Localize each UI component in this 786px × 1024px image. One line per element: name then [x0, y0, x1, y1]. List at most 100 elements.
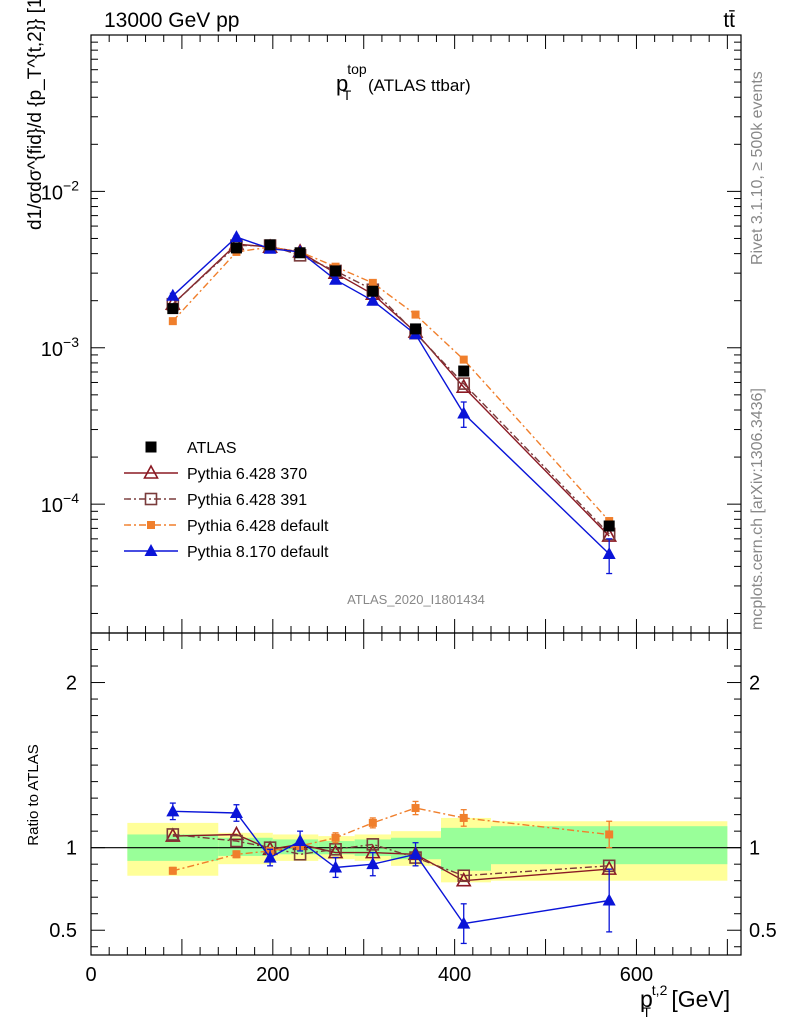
- x-tick-label: 0: [85, 964, 96, 986]
- rivet-version-label: Rivet 3.1.10, ≥ 500k events: [749, 71, 766, 265]
- tick-mantissa: 10: [41, 339, 63, 361]
- main-y-tick-label: 10−4: [41, 490, 79, 517]
- ratio-panel-bands: [91, 817, 741, 883]
- tick-exponent: −3: [63, 334, 79, 350]
- ratio-frame: [90, 632, 742, 956]
- xlabel-base: p: [640, 986, 653, 1012]
- ratio-series-2-point: [232, 850, 241, 859]
- main-series-3-point: [411, 310, 420, 319]
- main-panel-series: [164, 230, 618, 575]
- main-series-4-point: [457, 406, 471, 419]
- main-series-0-point: [367, 285, 379, 297]
- mcplots-label: mcplots.cern.ch [arXiv:1306.3436]: [749, 388, 766, 630]
- x-tick-label: 400: [438, 964, 471, 986]
- main-y-axis-label: d1/σdσ^{fid}/d {p_T^{t,2}} [1/GeV]: [25, 0, 46, 230]
- ratio-y-tick-label-right: 0.5: [749, 920, 777, 942]
- title-suffix: (ATLAS ttbar): [363, 76, 470, 95]
- legend-marker: [144, 492, 158, 506]
- main-series-0-point: [294, 247, 306, 259]
- legend-label: ATLAS: [187, 440, 237, 457]
- ratio-series-2-point: [331, 833, 340, 842]
- legend-label: Pythia 6.428 391: [187, 492, 307, 509]
- ratio-y-tick-label-right: 1: [749, 838, 760, 860]
- ratio-series-3-point: [366, 857, 380, 870]
- title-sub: T: [343, 87, 352, 103]
- process-label: tt̄: [723, 9, 735, 32]
- ratio-series-2: [168, 800, 614, 875]
- title-base: p: [336, 71, 348, 96]
- legend-marker: [145, 441, 157, 453]
- ratio-y-tick-label-right: 2: [749, 673, 760, 695]
- main-series-3-point: [459, 355, 468, 364]
- legend-item-2: Pythia 6.428 391: [124, 492, 307, 509]
- ratio-series-1-point: [230, 834, 243, 848]
- ratio-series-1-point: [329, 843, 342, 856]
- main-series-0-point: [264, 239, 276, 251]
- ratio-series-3-point: [409, 847, 423, 860]
- analysis-id: ATLAS_2020_I1801434: [347, 592, 485, 607]
- legend-label: Pythia 6.428 370: [187, 466, 307, 483]
- ratio-series-2-point: [411, 804, 420, 813]
- main-series-0-point: [410, 323, 422, 335]
- ratio-series-3: [166, 802, 616, 945]
- legend-item-0: ATLAS: [145, 440, 237, 457]
- ratio-series-2-point: [605, 830, 614, 839]
- ratio-series-3-point: [229, 805, 243, 818]
- tick-exponent: −2: [63, 177, 79, 193]
- main-series-3-point: [368, 278, 377, 287]
- xlabel-sup: t,2: [652, 982, 668, 998]
- legend: ATLAS Pythia 6.428 370 Pythia 6.428 391 Pyt…: [124, 440, 329, 561]
- main-series-0: [167, 239, 615, 532]
- ratio-series-3-point: [329, 860, 343, 873]
- x-tick-label: 600: [620, 964, 653, 986]
- ratio-panel-series: [164, 800, 618, 945]
- main-series-0-point: [603, 520, 615, 532]
- ratio-series-0-line: [172, 833, 610, 882]
- legend-label: Pythia 8.170 default: [187, 544, 329, 561]
- x-tick-label: 200: [256, 964, 289, 986]
- main-series-4-point: [366, 293, 380, 306]
- ratio-series-1-point: [457, 869, 471, 883]
- main-series-0-point: [330, 265, 342, 277]
- legend-label: Pythia 6.428 default: [187, 518, 329, 535]
- main-series-0-point: [230, 242, 242, 254]
- main-y-tick-label: 10−3: [41, 334, 79, 361]
- ratio-series-3-point: [457, 916, 471, 929]
- main-series-4-point: [166, 288, 180, 301]
- main-series-0-point: [167, 303, 179, 315]
- main-series-4-point: [329, 272, 343, 285]
- tick-mantissa: 10: [41, 495, 63, 517]
- ratio-band-inner: [441, 827, 491, 871]
- ratio-series-3-point: [293, 834, 307, 847]
- main-panel-axes: 10−210−310−4: [41, 34, 742, 634]
- main-series-3-point: [168, 317, 177, 326]
- legend-item-3: Pythia 6.428 default: [124, 518, 329, 535]
- ratio-panel-axes: 0.5 0.5 1 1 2 2 0 200 400 600: [49, 632, 777, 986]
- ratio-y-tick-label: 0.5: [49, 920, 77, 942]
- energy-label: 13000 GeV pp: [104, 9, 239, 32]
- ratio-series-1-point: [366, 838, 380, 851]
- legend-item-1: Pythia 6.428 370: [124, 464, 307, 483]
- ratio-series-3-point: [602, 893, 616, 906]
- xlabel-suffix: [GeV]: [665, 986, 730, 1012]
- legend-item-4: Pythia 8.170 default: [124, 544, 329, 561]
- title-sup: top: [347, 61, 367, 77]
- ratio-y-axis-label: Ratio to ATLAS: [25, 744, 42, 845]
- main-series-4-point: [602, 547, 616, 560]
- legend-marker: [144, 544, 158, 556]
- tick-mantissa: 10: [41, 182, 63, 204]
- ratio-series-3-point: [166, 804, 180, 817]
- ratio-series-2-point: [168, 866, 177, 875]
- x-axis-label: pt,2 T [GeV]: [640, 982, 730, 1020]
- ratio-series-0-point: [228, 825, 245, 841]
- main-series-2-point: [457, 377, 471, 390]
- ratio-series-1-line: [172, 833, 610, 877]
- main-series-0-point: [458, 365, 470, 377]
- ratio-series-2-point: [459, 813, 468, 822]
- xlabel-sub: T: [642, 1004, 651, 1020]
- ratio-y-tick-label: 1: [66, 838, 77, 860]
- ratio-y-tick-label: 2: [66, 673, 77, 695]
- main-y-tick-label: 10−2: [41, 177, 79, 204]
- ratio-series-0-point: [455, 872, 472, 887]
